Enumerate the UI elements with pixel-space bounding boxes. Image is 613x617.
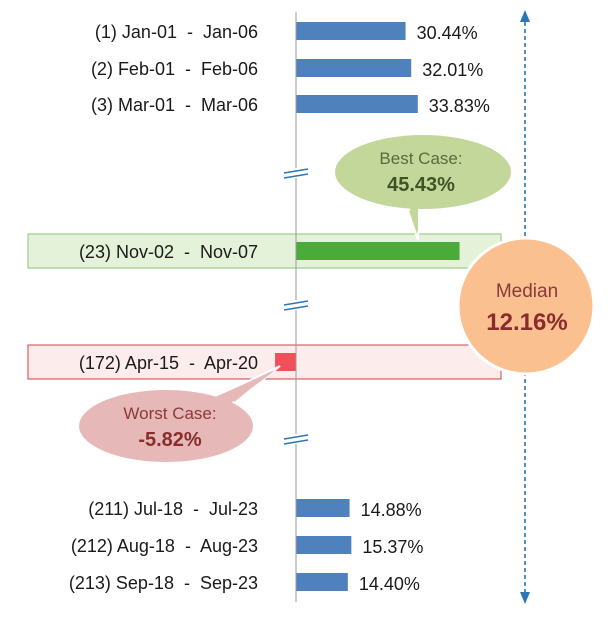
bar: [296, 59, 412, 77]
category-label: (212) Aug-18 - Aug-23: [71, 536, 258, 556]
bar: [296, 242, 460, 260]
bar-value-label: 15.37%: [362, 537, 423, 557]
best-case-callout: Best Case: 45.43%: [333, 133, 513, 241]
median-range-arrow: [520, 10, 530, 604]
category-label: (23) Nov-02 - Nov-07: [79, 242, 258, 262]
bar: [296, 536, 352, 554]
bar: [296, 95, 418, 113]
category-label: (211) Jul-18 - Jul-23: [88, 499, 258, 519]
axis-breaks: [283, 168, 309, 445]
axis-break-mark: [283, 168, 309, 179]
bar-value-label: 14.40%: [359, 574, 420, 594]
category-label: (3) Mar-01 - Mar-06: [91, 95, 258, 115]
worst-case-value: -5.82%: [138, 429, 202, 451]
category-label: (213) Sep-18 - Sep-23: [69, 573, 258, 593]
best-case-label: Best Case:: [379, 149, 462, 168]
bar: [296, 22, 406, 40]
median-label: Median: [496, 281, 558, 302]
best-case-value: 45.43%: [387, 174, 455, 196]
worst-case-label: Worst Case:: [123, 404, 216, 423]
bar-value-label: 33.83%: [429, 96, 490, 116]
median-callout: Median 12.16%: [456, 236, 596, 376]
bar-value-label: 30.44%: [417, 23, 478, 43]
worst-case-callout: Worst Case: -5.82%: [77, 365, 281, 464]
bar: [296, 573, 348, 591]
median-value: 12.16%: [486, 309, 567, 336]
bar-value-label: 14.88%: [361, 500, 422, 520]
bar-rows: (1) Jan-01 - Jan-06 30.44% (2) Feb-01 - Fe…: [27, 22, 502, 594]
axis-break-mark: [283, 300, 309, 311]
bar-value-label: 32.01%: [422, 60, 483, 80]
axis-break-mark: [283, 434, 309, 445]
category-label: (2) Feb-01 - Feb-06: [91, 59, 258, 79]
category-label: (172) Apr-15 - Apr-20: [79, 353, 258, 373]
bar: [296, 499, 350, 517]
category-label: (1) Jan-01 - Jan-06: [95, 22, 258, 42]
